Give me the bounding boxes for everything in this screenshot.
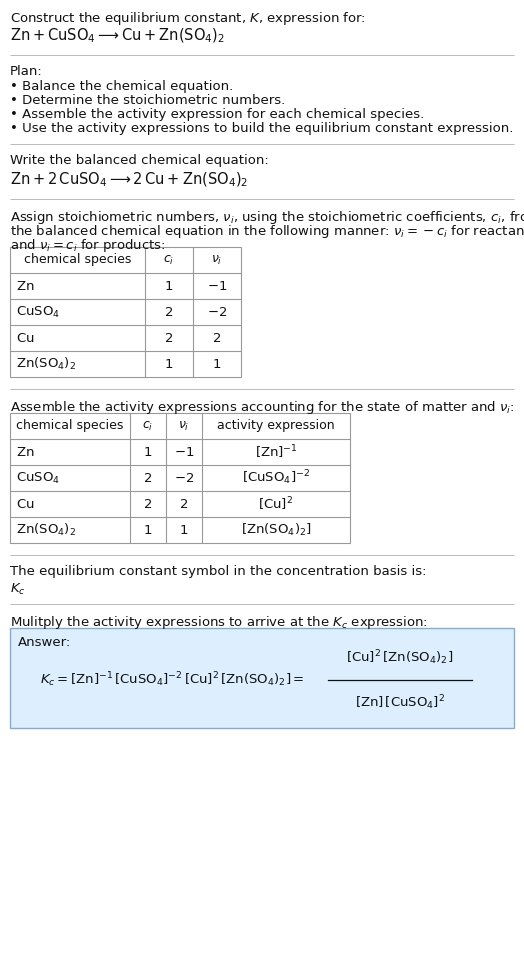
Bar: [10, 247, 241, 377]
Text: 1: 1: [144, 523, 152, 537]
Text: $\mathrm{Cu}$: $\mathrm{Cu}$: [16, 498, 35, 510]
Text: $-2$: $-2$: [207, 305, 227, 319]
Text: and $\nu_i = c_i$ for products:: and $\nu_i = c_i$ for products:: [10, 237, 166, 254]
Text: • Balance the chemical equation.: • Balance the chemical equation.: [10, 80, 233, 93]
Text: 2: 2: [165, 331, 173, 345]
FancyBboxPatch shape: [10, 628, 514, 728]
Text: chemical species: chemical species: [16, 419, 124, 433]
Text: $K_c$: $K_c$: [10, 582, 26, 597]
Text: $2$: $2$: [212, 331, 222, 345]
Text: $\nu_i$: $\nu_i$: [178, 419, 190, 433]
Text: $-2$: $-2$: [174, 472, 194, 484]
Text: $[\mathrm{Cu}]^{2}$: $[\mathrm{Cu}]^{2}$: [258, 495, 293, 513]
Text: 1: 1: [144, 446, 152, 458]
Text: • Assemble the activity expression for each chemical species.: • Assemble the activity expression for e…: [10, 108, 424, 121]
Text: Plan:: Plan:: [10, 65, 43, 78]
Text: Assign stoichiometric numbers, $\nu_i$, using the stoichiometric coefficients, $: Assign stoichiometric numbers, $\nu_i$, …: [10, 209, 524, 226]
Text: activity expression: activity expression: [217, 419, 335, 433]
Text: the balanced chemical equation in the following manner: $\nu_i = -c_i$ for react: the balanced chemical equation in the fo…: [10, 223, 524, 240]
Text: $2$: $2$: [179, 498, 189, 510]
Text: • Determine the stoichiometric numbers.: • Determine the stoichiometric numbers.: [10, 94, 285, 107]
Text: $K_c = [\mathrm{Zn}]^{-1}\,[\mathrm{CuSO_4}]^{-2}\,[\mathrm{Cu}]^{2}\,[\mathrm{Z: $K_c = [\mathrm{Zn}]^{-1}\,[\mathrm{CuSO…: [40, 671, 304, 689]
Text: 2: 2: [165, 305, 173, 319]
Text: 2: 2: [144, 472, 152, 484]
Text: $\mathrm{Zn + 2\,CuSO_4 \longrightarrow 2\,Cu + Zn(SO_4)_2}$: $\mathrm{Zn + 2\,CuSO_4 \longrightarrow …: [10, 171, 248, 189]
Text: $c_i$: $c_i$: [163, 254, 174, 267]
Text: $[\mathrm{Cu}]^2\,[\mathrm{Zn(SO_4)_2}]$: $[\mathrm{Cu}]^2\,[\mathrm{Zn(SO_4)_2}]$: [346, 648, 454, 667]
Text: $c_i$: $c_i$: [143, 419, 154, 433]
Text: 1: 1: [165, 279, 173, 293]
Text: $1$: $1$: [212, 358, 222, 370]
Text: $\mathrm{Zn}$: $\mathrm{Zn}$: [16, 446, 35, 458]
Text: Write the balanced chemical equation:: Write the balanced chemical equation:: [10, 154, 269, 167]
Bar: [10, 413, 350, 543]
Text: 1: 1: [165, 358, 173, 370]
Text: 2: 2: [144, 498, 152, 510]
Text: Mulitply the activity expressions to arrive at the $K_c$ expression:: Mulitply the activity expressions to arr…: [10, 614, 428, 631]
Text: chemical species: chemical species: [24, 254, 131, 266]
Text: $-1$: $-1$: [174, 446, 194, 458]
Text: $1$: $1$: [179, 523, 189, 537]
Text: $\mathrm{Zn}$: $\mathrm{Zn}$: [16, 279, 35, 293]
Text: $[\mathrm{Zn(SO_4)_2}]$: $[\mathrm{Zn(SO_4)_2}]$: [241, 522, 311, 538]
Text: The equilibrium constant symbol in the concentration basis is:: The equilibrium constant symbol in the c…: [10, 565, 427, 578]
Text: $\mathrm{CuSO_4}$: $\mathrm{CuSO_4}$: [16, 471, 60, 485]
Text: Assemble the activity expressions accounting for the state of matter and $\nu_i$: Assemble the activity expressions accoun…: [10, 399, 515, 416]
Text: $\mathrm{Zn(SO_4)_2}$: $\mathrm{Zn(SO_4)_2}$: [16, 522, 76, 538]
Text: • Use the activity expressions to build the equilibrium constant expression.: • Use the activity expressions to build …: [10, 122, 514, 135]
Text: $\mathrm{CuSO_4}$: $\mathrm{CuSO_4}$: [16, 304, 60, 320]
Text: $-1$: $-1$: [207, 279, 227, 293]
Text: $\mathrm{Zn + CuSO_4 \longrightarrow Cu + Zn(SO_4)_2}$: $\mathrm{Zn + CuSO_4 \longrightarrow Cu …: [10, 27, 225, 45]
Text: Construct the equilibrium constant, $K$, expression for:: Construct the equilibrium constant, $K$,…: [10, 10, 366, 27]
Text: $\mathrm{Zn(SO_4)_2}$: $\mathrm{Zn(SO_4)_2}$: [16, 356, 76, 372]
Text: $\nu_i$: $\nu_i$: [211, 254, 223, 267]
Text: $[\mathrm{Zn}]\,[\mathrm{CuSO_4}]^2$: $[\mathrm{Zn}]\,[\mathrm{CuSO_4}]^2$: [355, 693, 445, 712]
Text: Answer:: Answer:: [18, 636, 71, 649]
Text: $\mathrm{Cu}$: $\mathrm{Cu}$: [16, 331, 35, 345]
Text: $[\mathrm{Zn}]^{-1}$: $[\mathrm{Zn}]^{-1}$: [255, 443, 297, 460]
Text: $[\mathrm{CuSO_4}]^{-2}$: $[\mathrm{CuSO_4}]^{-2}$: [242, 469, 310, 487]
